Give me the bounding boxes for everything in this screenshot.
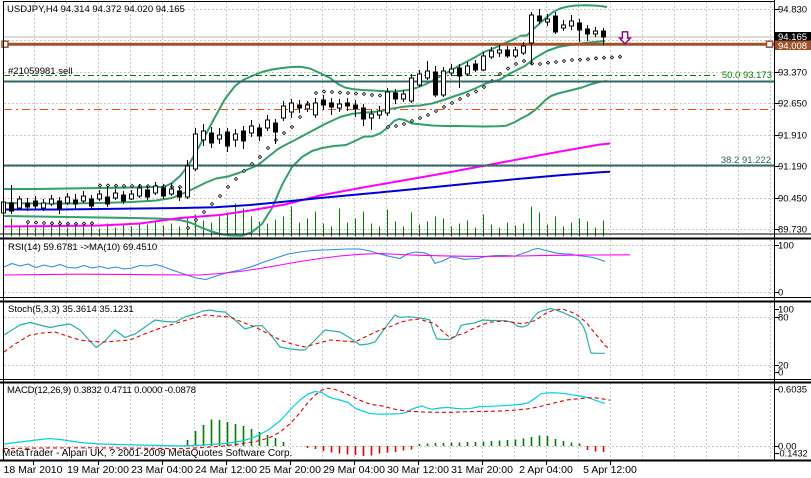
svg-text:94.830: 94.830: [778, 5, 807, 16]
svg-text:18 Mar 2010: 18 Mar 2010: [4, 464, 63, 476]
svg-text:20: 20: [778, 361, 789, 372]
svg-text:2 Apr 04:00: 2 Apr 04:00: [519, 464, 573, 476]
svg-text:100: 100: [778, 305, 794, 316]
svg-text:50.0 93.173: 50.0 93.173: [722, 70, 772, 81]
svg-text:94.165: 94.165: [778, 32, 807, 43]
svg-text:23 Mar 04:00: 23 Mar 04:00: [131, 464, 193, 476]
svg-text:24 Mar 12:00: 24 Mar 12:00: [195, 464, 257, 476]
svg-text:RSI(14) 59.6781 ->MA(10) 69.4: RSI(14) 59.6781 ->MA(10) 69.4510: [8, 242, 157, 253]
svg-text:92.650: 92.650: [778, 99, 807, 110]
svg-text:93.370: 93.370: [778, 68, 807, 79]
svg-text:0.00: 0.00: [778, 442, 797, 453]
svg-text:91.910: 91.910: [778, 131, 807, 142]
svg-text:90.450: 90.450: [778, 194, 807, 205]
svg-text:0: 0: [778, 288, 783, 299]
svg-text:80: 80: [778, 313, 789, 324]
svg-text:94.008: 94.008: [778, 41, 807, 52]
svg-text:#21059981 sell: #21059981 sell: [8, 66, 72, 77]
svg-text:0.6035: 0.6035: [778, 385, 807, 396]
svg-text:19 Mar 20:00: 19 Mar 20:00: [67, 464, 129, 476]
svg-text:25 Mar 20:00: 25 Mar 20:00: [259, 464, 321, 476]
svg-text:-0.1432: -0.1432: [777, 449, 808, 459]
svg-text:0: 0: [778, 368, 783, 379]
svg-text:38.2 91.222: 38.2 91.222: [721, 155, 771, 166]
svg-text:100: 100: [778, 241, 794, 252]
svg-text:Stoch(5,3,3) 35.3614 35.1231: Stoch(5,3,3) 35.3614 35.1231: [8, 304, 134, 315]
svg-text:USDJPY,H4 94.314 94.372 94.02: USDJPY,H4 94.314 94.372 94.020 94.165: [7, 4, 185, 15]
svg-text:31 Mar 20:00: 31 Mar 20:00: [451, 464, 513, 476]
svg-text:5 Apr 12:00: 5 Apr 12:00: [583, 464, 637, 476]
svg-text:91.190: 91.190: [778, 162, 807, 173]
svg-text:MACD(12,26,9) 0.3832 0.4711 0.: MACD(12,26,9) 0.3832 0.4711 0.0000 -0.08…: [7, 385, 196, 396]
svg-text:29 Mar 04:00: 29 Mar 04:00: [323, 464, 385, 476]
svg-text:MetaTrader - Alpari UK, ? 2001: MetaTrader - Alpari UK, ? 2001-2009 Meta…: [2, 448, 292, 459]
svg-text:30 Mar 12:00: 30 Mar 12:00: [387, 464, 449, 476]
svg-text:89.730: 89.730: [778, 225, 807, 236]
